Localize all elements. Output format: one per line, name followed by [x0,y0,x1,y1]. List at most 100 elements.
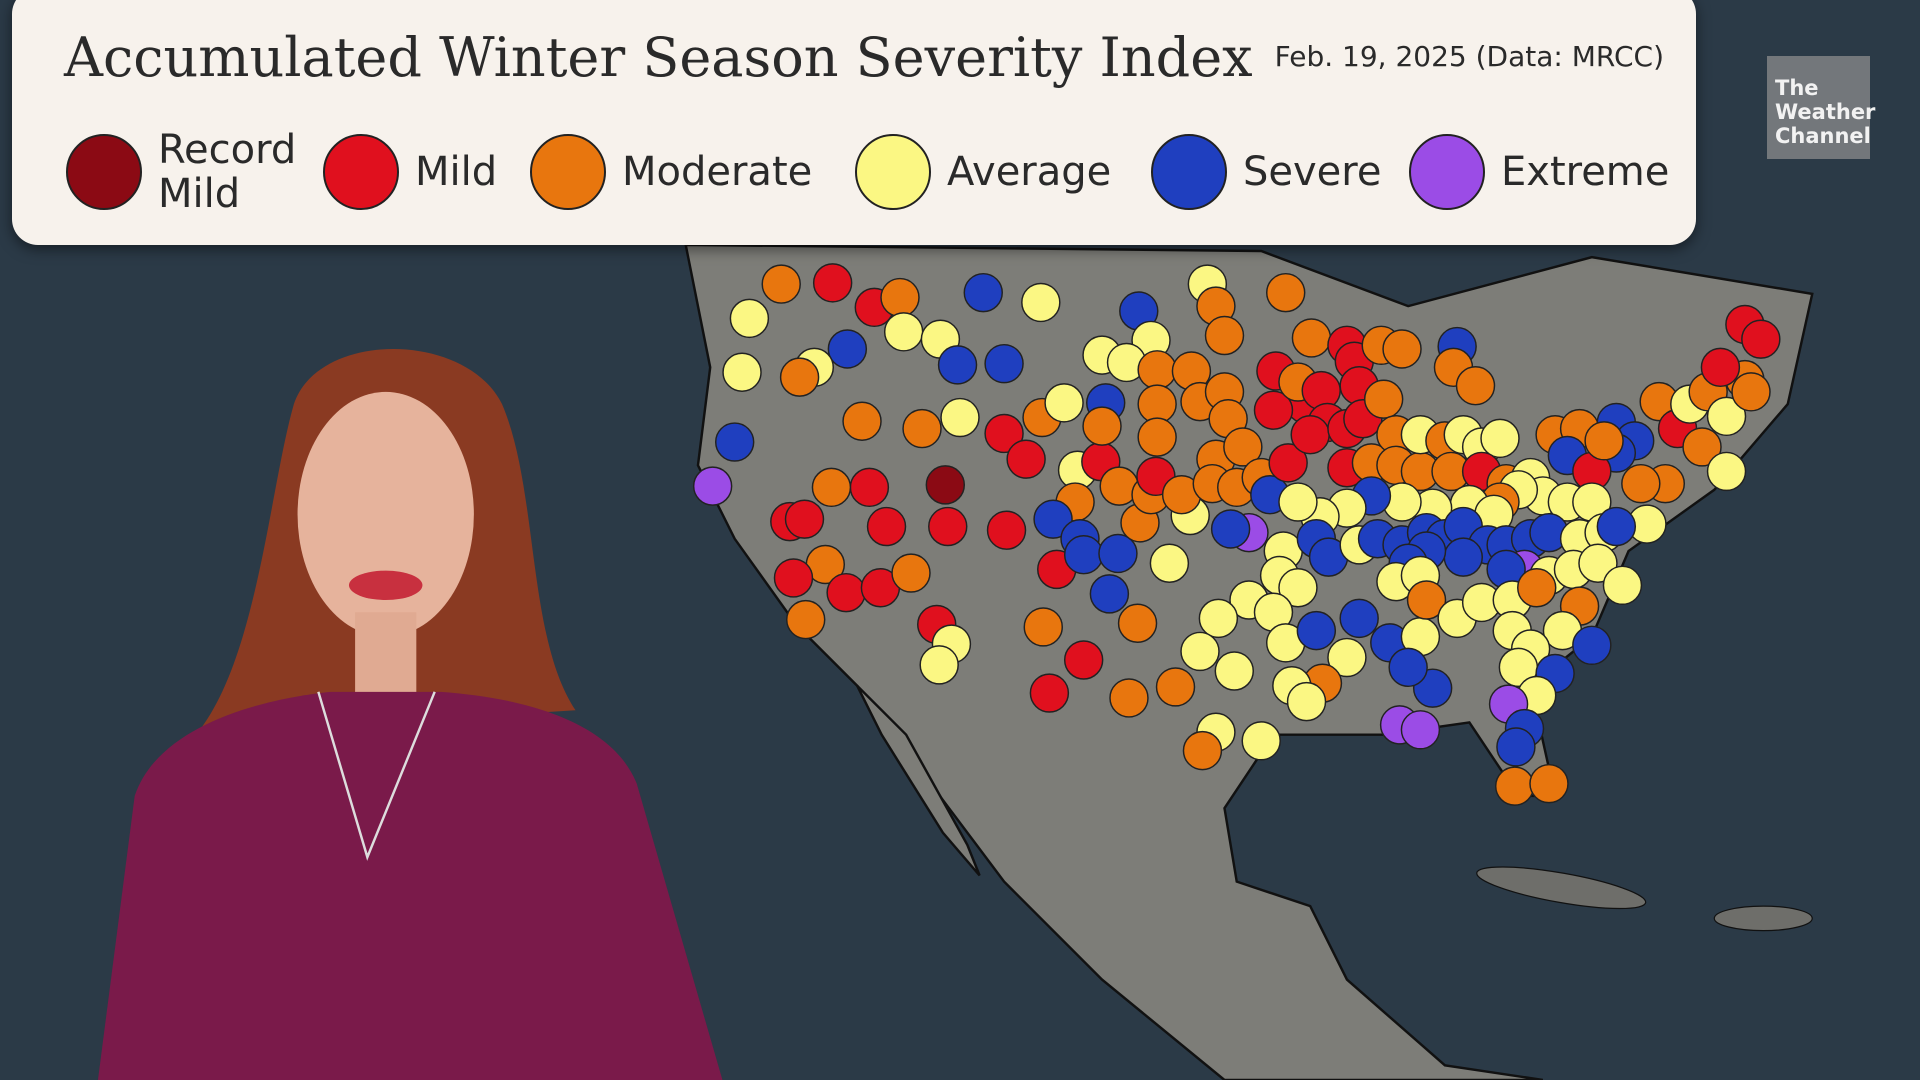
station-dot [722,352,762,392]
legend-swatch [323,134,399,210]
legend-item: Moderate [530,132,812,212]
face [297,391,474,637]
station-dot [786,599,826,640]
station-dot [963,272,1003,313]
station-dot [1382,329,1422,369]
station-dot [1517,568,1557,608]
station-dot [1363,379,1404,419]
station-dot [1529,763,1569,804]
station-dot [1098,533,1138,574]
station-dot [1572,625,1612,666]
station-dot [925,465,966,505]
station-dot [1268,443,1308,483]
station-dot [1596,506,1637,547]
legend-panel: Accumulated Winter Season Severity Index… [12,0,1696,245]
station-dot [986,510,1027,550]
station-dot [1290,414,1330,455]
necklace [317,691,436,861]
station-dot [1155,667,1196,707]
station-dot [1741,319,1781,359]
station-dot [940,397,980,438]
legend-item: Extreme [1409,132,1669,212]
station-dot [842,401,882,441]
station-dot [1266,272,1306,313]
legend-swatch [530,134,606,210]
station-dot [1278,482,1318,522]
station-dot [1214,651,1254,691]
station-dot [902,408,942,449]
station-dot [1089,574,1130,614]
station-dot [891,553,931,593]
station-dot [1291,318,1332,358]
station-dot [883,312,924,352]
station-dot [1406,580,1447,620]
station-dot [1182,730,1223,771]
legend-item: Severe [1151,132,1381,212]
station-dot [784,499,825,539]
station-dot [1480,418,1520,459]
station-dot [1327,637,1367,678]
legend-item: Record Mild [66,128,298,216]
legend-label: Extreme [1501,149,1670,195]
station-dot [919,645,959,685]
legend-item: Average [855,132,1111,212]
station-dot [1602,565,1643,606]
lips [348,570,423,600]
legend-label: Record Mild [158,127,297,217]
station-dot [779,357,820,397]
station-dot [1496,727,1536,767]
legend-item: Mild [323,132,497,212]
station-dot [1204,315,1245,356]
station-dot [1044,383,1084,423]
station-dot [984,343,1024,384]
station-dot [1149,543,1190,583]
station-dot [1063,534,1104,575]
station-dot [1117,603,1158,643]
station-dot [1682,427,1722,467]
station-dot [729,298,770,339]
station-dot [1584,421,1624,461]
station-dot [1198,598,1239,639]
station-dot [1063,640,1104,680]
station-dot [1706,396,1747,437]
hispaniola [1713,905,1813,932]
station-dot [1706,451,1747,492]
station-dot [1286,681,1327,722]
station-dot [1137,384,1177,424]
legend-label: Moderate [622,149,813,195]
station-dot [1109,678,1149,718]
station-dot [1339,598,1379,639]
station-dot [1388,647,1428,688]
presenter [97,348,723,1080]
station-dot [1023,607,1063,647]
legend-label: Average [947,149,1112,195]
station-dot [1443,537,1483,577]
station-dot [1296,610,1337,651]
station-dot [1400,710,1441,750]
station-dot [880,277,920,318]
station-dot [773,558,814,598]
baja [856,684,981,877]
logo: The Weather Channel [1767,56,1875,159]
title: Accumulated Winter Season Severity Index [64,26,1253,89]
station-dot [812,263,853,303]
station-dot [826,572,866,613]
station-dot [937,345,978,385]
station-dot [811,467,852,508]
station-dot [827,329,868,369]
legend-label: Severe [1243,149,1382,195]
station-dot [1021,282,1061,323]
station-dot [849,467,890,508]
station-dot [1700,347,1741,388]
station-dot [1210,509,1251,549]
legend-swatch [1409,134,1485,210]
station-dot [1455,366,1496,406]
station-dot [984,413,1024,454]
station-dot [1731,372,1771,412]
station-dot [866,506,907,547]
station-dot [1029,673,1070,713]
legend-label: Mild [415,149,498,195]
station-dot [1223,427,1263,467]
station-dot [1033,499,1073,539]
